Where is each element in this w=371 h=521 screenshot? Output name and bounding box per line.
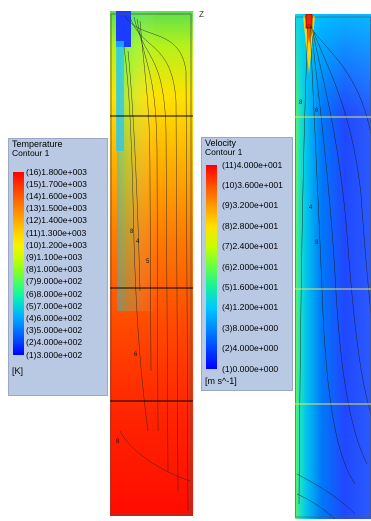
temperature-contour-plot: 8 4 5 6 8 (110, 11, 193, 516)
legend-level: (12)1.400e+003 (26, 215, 87, 226)
legend-subtitle: Contour 1 (205, 147, 243, 157)
legend-level: (10)3.600e+001 (222, 179, 283, 190)
legend-level: (4)1.200e+001 (222, 302, 279, 313)
legend-level: (11)4.000e+001 (222, 159, 283, 170)
contour-label: 6 (134, 352, 138, 358)
legend-unit: [K] (12, 366, 24, 376)
legend-level: (1)0.000e+000 (222, 363, 279, 374)
legend-level: (14)1.600e+003 (26, 190, 87, 201)
temperature-legend: Temperature Contour 1 (16)1.800e+003 (15)… (8, 138, 108, 396)
temperature-section-lines (110, 115, 193, 402)
legend-level: (11)1.300e+003 (26, 227, 87, 238)
legend-level: (8)1.000e+003 (26, 264, 83, 275)
temperature-contour-labels: 8 4 5 6 8 (116, 229, 150, 445)
legend-subtitle: Contour 1 (12, 148, 50, 158)
legend-level: (4)6.000e+002 (26, 312, 83, 323)
contour-label: 4 (309, 205, 313, 211)
contour-label: 8 (130, 229, 134, 235)
contour-label: 6 (315, 108, 319, 114)
contour-label: 8 (315, 240, 319, 246)
contour-label: 8 (116, 439, 120, 445)
velocity-isolines (296, 23, 371, 519)
legend-level: (16)1.800e+003 (26, 166, 87, 177)
temperature-color-bar (13, 172, 24, 355)
contour-label: 4 (136, 239, 140, 245)
legend-level: (8)2.800e+001 (222, 220, 279, 231)
axis-triad-label: Z (199, 10, 204, 19)
legend-level: (5)1.600e+001 (222, 281, 279, 292)
legend-level: (5)7.000e+002 (26, 300, 83, 311)
legend-level: (9)3.200e+001 (222, 200, 279, 211)
legend-title: Velocity (205, 138, 237, 148)
velocity-section-lines (295, 116, 371, 405)
velocity-color-bar (206, 165, 217, 369)
legend-level: (7)9.000e+002 (26, 276, 83, 287)
legend-level: (13)1.500e+003 (26, 203, 87, 214)
inlet-jet (116, 11, 131, 47)
legend-level: (6)8.000e+002 (26, 288, 83, 299)
legend-level: (10)1.200e+003 (26, 239, 87, 250)
legend-level: (3)8.000e+000 (222, 322, 279, 333)
legend-title: Temperature (12, 139, 63, 149)
legend-level: (2)4.000e+000 (222, 343, 279, 354)
legend-level: (15)1.700e+003 (26, 178, 87, 189)
contour-label: 5 (146, 259, 150, 265)
legend-level: (3)5.000e+002 (26, 325, 83, 336)
legend-unit: [m s^-1] (205, 376, 237, 386)
inlet-jet (303, 16, 315, 74)
legend-level: (6)2.000e+001 (222, 261, 279, 272)
temperature-isolines (119, 15, 191, 512)
contour-label: 8 (299, 100, 303, 106)
legend-level: (9)1.100e+003 (26, 251, 83, 262)
velocity-contour-labels: 8 6 4 8 (299, 100, 319, 246)
velocity-contour-plot: 8 6 4 8 (295, 14, 371, 519)
legend-level: (1)3.000e+002 (26, 349, 83, 360)
legend-level: (7)2.400e+001 (222, 241, 279, 252)
legend-level: (2)4.000e+002 (26, 337, 83, 348)
velocity-legend: Velocity Contour 1 (11)4.000e+001 (10)3.6… (201, 137, 293, 391)
